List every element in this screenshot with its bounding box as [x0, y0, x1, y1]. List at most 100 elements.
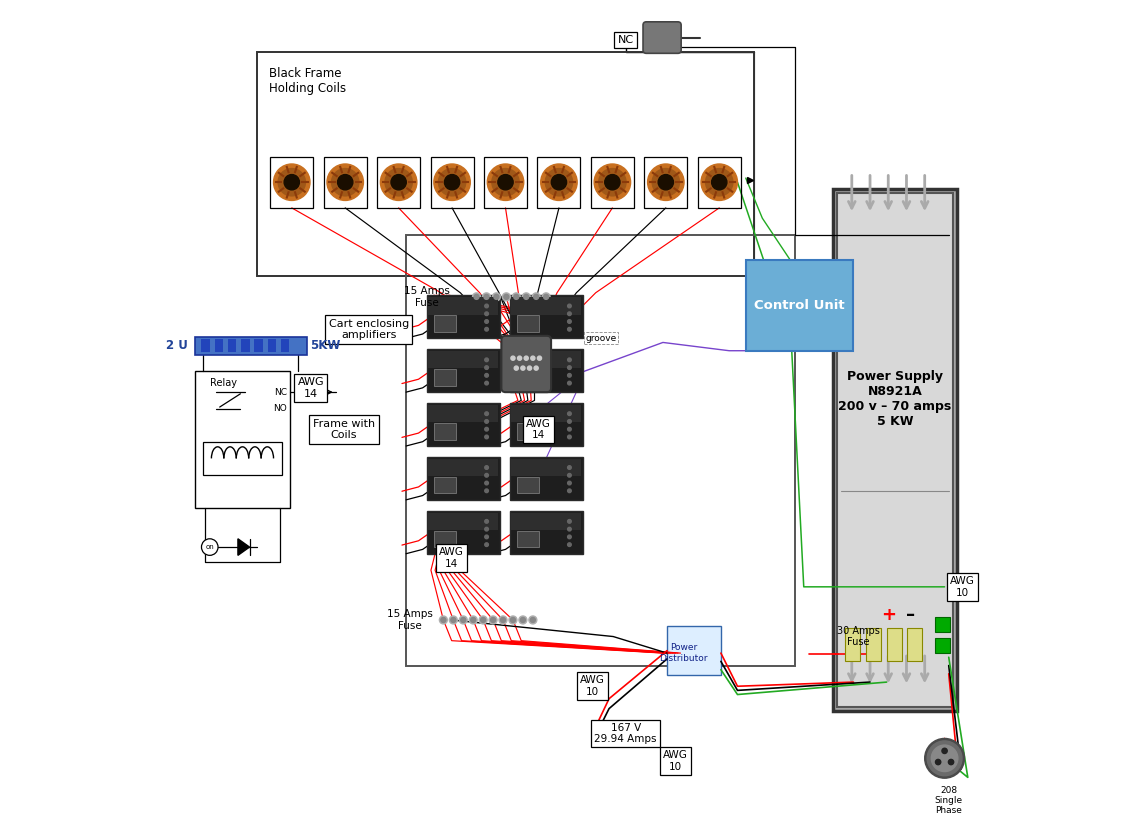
Text: AWG
10: AWG 10	[663, 750, 687, 771]
Circle shape	[498, 174, 513, 190]
Circle shape	[568, 474, 571, 477]
Circle shape	[568, 520, 571, 523]
Circle shape	[485, 427, 488, 431]
Circle shape	[524, 294, 529, 299]
Circle shape	[284, 174, 300, 190]
Bar	[228, 339, 237, 353]
Circle shape	[444, 174, 460, 190]
Circle shape	[485, 412, 488, 415]
Circle shape	[568, 535, 571, 539]
Circle shape	[594, 164, 631, 200]
Bar	[268, 339, 276, 353]
Circle shape	[568, 312, 571, 315]
Bar	[509, 295, 583, 339]
Circle shape	[485, 420, 488, 424]
Circle shape	[482, 293, 490, 301]
Circle shape	[568, 465, 571, 470]
Text: –: –	[906, 606, 915, 624]
Circle shape	[450, 616, 458, 624]
Circle shape	[491, 168, 520, 196]
Circle shape	[391, 174, 407, 190]
Circle shape	[568, 435, 571, 439]
Bar	[512, 351, 580, 369]
Bar	[746, 259, 853, 351]
Circle shape	[485, 474, 488, 477]
Circle shape	[492, 293, 500, 301]
Circle shape	[706, 168, 733, 196]
Circle shape	[924, 738, 965, 778]
Circle shape	[472, 293, 480, 301]
Circle shape	[494, 294, 499, 299]
Circle shape	[521, 366, 525, 370]
Bar	[833, 189, 957, 711]
Bar	[428, 513, 498, 530]
Bar	[591, 157, 633, 208]
Bar	[483, 157, 527, 208]
Bar	[215, 339, 223, 353]
Circle shape	[551, 174, 567, 190]
Circle shape	[460, 616, 468, 624]
Circle shape	[485, 527, 488, 531]
Bar	[431, 157, 473, 208]
Bar	[517, 423, 539, 440]
Circle shape	[568, 481, 571, 485]
Bar	[427, 403, 499, 446]
Bar	[509, 403, 583, 446]
Circle shape	[568, 319, 571, 324]
Circle shape	[490, 617, 496, 622]
Bar	[866, 628, 881, 661]
Bar	[667, 626, 721, 676]
Bar	[434, 369, 456, 385]
Circle shape	[521, 617, 525, 622]
Circle shape	[568, 543, 571, 546]
Bar	[195, 337, 307, 354]
Circle shape	[331, 168, 358, 196]
Circle shape	[568, 358, 571, 362]
Circle shape	[485, 489, 488, 493]
Circle shape	[949, 760, 953, 765]
Circle shape	[499, 616, 507, 624]
Circle shape	[485, 312, 488, 315]
Bar	[378, 157, 420, 208]
Circle shape	[538, 356, 542, 360]
Text: Control Unit: Control Unit	[754, 299, 845, 312]
Bar	[195, 371, 290, 508]
Circle shape	[568, 427, 571, 431]
Circle shape	[485, 481, 488, 485]
Circle shape	[514, 366, 518, 370]
Circle shape	[543, 294, 549, 299]
Bar	[255, 339, 263, 353]
Circle shape	[711, 174, 727, 190]
Circle shape	[441, 617, 446, 622]
Circle shape	[480, 617, 486, 622]
Circle shape	[568, 527, 571, 531]
Circle shape	[701, 164, 737, 200]
Bar	[281, 339, 290, 353]
Circle shape	[534, 366, 539, 370]
Text: NO: NO	[273, 404, 287, 413]
Bar	[512, 513, 580, 530]
Bar	[427, 349, 499, 392]
Circle shape	[504, 294, 508, 299]
Circle shape	[500, 617, 506, 622]
Circle shape	[461, 617, 465, 622]
Bar	[203, 442, 282, 475]
Circle shape	[485, 381, 488, 385]
Circle shape	[658, 174, 674, 190]
Circle shape	[438, 168, 465, 196]
Circle shape	[648, 164, 684, 200]
Circle shape	[485, 465, 488, 470]
Circle shape	[541, 164, 577, 200]
Text: AWG
14: AWG 14	[298, 377, 325, 399]
Bar	[512, 459, 580, 476]
Text: on: on	[205, 544, 214, 550]
Circle shape	[503, 293, 511, 301]
Text: 30 Amps
Fuse: 30 Amps Fuse	[837, 626, 880, 647]
Text: Cart enclosing
amplifiers: Cart enclosing amplifiers	[329, 319, 409, 340]
Bar	[837, 193, 952, 707]
Circle shape	[485, 520, 488, 523]
Circle shape	[381, 164, 417, 200]
Bar	[427, 510, 499, 554]
Bar	[406, 234, 796, 666]
Circle shape	[487, 164, 524, 200]
